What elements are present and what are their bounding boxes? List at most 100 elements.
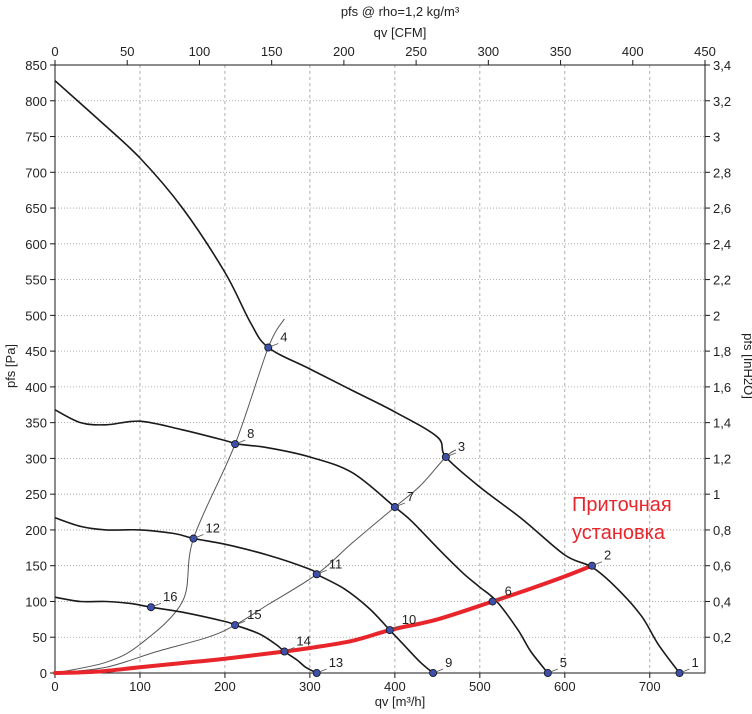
y2-tick-label: 3 <box>713 130 720 145</box>
x2-tick-label: 250 <box>405 44 427 59</box>
y-tick-label: 750 <box>25 130 47 145</box>
x-tick-label: 400 <box>384 679 406 694</box>
operating-point-label: 11 <box>329 556 343 571</box>
y-tick-label: 550 <box>25 273 47 288</box>
y-tick-label: 700 <box>25 165 47 180</box>
marker-leader <box>445 452 456 458</box>
y2-tick-label: 1,4 <box>713 416 731 431</box>
y2-tick-label: 0,2 <box>713 630 731 645</box>
y2-tick-label: 2,4 <box>713 237 731 252</box>
marker-leader <box>193 534 204 539</box>
y2-tick-label: 1,8 <box>713 344 731 359</box>
installation-annotation-line-2: установка <box>572 522 666 544</box>
marker-leader <box>284 647 295 652</box>
operating-point-label: 16 <box>163 589 177 604</box>
x-tick-label: 600 <box>554 679 576 694</box>
operating-point-label: 10 <box>402 612 416 627</box>
operating-point-label: 14 <box>296 634 310 649</box>
y2-tick-label: 2,2 <box>713 273 731 288</box>
marker-leader <box>492 597 503 602</box>
marker-leader <box>234 620 246 626</box>
system-curve <box>54 318 285 674</box>
y-tick-label: 450 <box>25 344 47 359</box>
y2-tick-label: 2,8 <box>713 165 731 180</box>
fan-curve <box>54 517 434 674</box>
y-tick-label: 250 <box>25 487 47 502</box>
marker-leader <box>316 569 327 575</box>
marker-leader <box>316 668 327 674</box>
operating-point-label: 4 <box>280 330 287 345</box>
operating-point-marker <box>189 534 198 543</box>
operating-point-marker <box>385 626 394 635</box>
fan-curve <box>54 80 681 674</box>
marker-leader <box>679 668 690 674</box>
y2-tick-label: 0,8 <box>713 523 731 538</box>
y2-tick-label: 2,6 <box>713 201 731 216</box>
y-tick-label: 800 <box>25 94 47 109</box>
curves <box>53 80 681 675</box>
x2-tick-label: 100 <box>189 44 211 59</box>
x2-tick-label: 150 <box>261 44 283 59</box>
x-tick-label: 100 <box>129 679 151 694</box>
y2-tick-label: 1,2 <box>713 451 731 466</box>
operating-point-label: 13 <box>329 655 343 670</box>
marker-leader <box>268 343 279 348</box>
y-tick-label: 600 <box>25 237 47 252</box>
x-tick-label: 200 <box>214 679 236 694</box>
system-curve <box>54 449 457 674</box>
x2-tick-label: 50 <box>120 44 134 59</box>
installation-annotation-line-1: Приточная <box>572 494 672 516</box>
x2-tick-label: 300 <box>477 44 499 59</box>
operating-point-label: 5 <box>560 655 567 670</box>
y-tick-label: 850 <box>25 58 47 73</box>
operating-point-marker <box>280 647 289 656</box>
operating-point-marker <box>231 440 240 449</box>
x2-axis-label: qv [CFM] <box>374 25 427 40</box>
axis-ticks: 0 100 200 300 400 500 600 700050100150200250300… <box>25 44 731 694</box>
y2-tick-label: 0,6 <box>713 559 731 574</box>
x-tick-label: 0 <box>51 679 58 694</box>
y-tick-label: 150 <box>25 559 47 574</box>
x2-tick-label: 200 <box>333 44 355 59</box>
marker-leader <box>234 439 246 445</box>
chart-title: pfs @ rho=1,2 kg/m³ <box>341 4 460 19</box>
y-tick-label: 500 <box>25 308 47 323</box>
marker-leader <box>389 625 400 631</box>
y2-tick-label: 2 <box>713 308 720 323</box>
y-tick-label: 0 <box>40 666 47 681</box>
x-tick-label: 300 <box>299 679 321 694</box>
y2-tick-label: 0,4 <box>713 594 731 609</box>
operating-point-marker <box>147 603 156 612</box>
marker-leader <box>547 668 558 674</box>
operating-point-label: 3 <box>458 439 465 454</box>
operating-point-label: 9 <box>445 655 452 670</box>
y-tick-label: 200 <box>25 523 47 538</box>
operating-point-label: 15 <box>247 607 261 622</box>
y-axis-label: pfs [Pa] <box>3 344 18 388</box>
operating-point-label: 7 <box>407 489 414 504</box>
operating-point-label: 1 <box>692 655 699 670</box>
x-tick-label: 700 <box>639 679 661 694</box>
marker-leader <box>394 502 406 508</box>
x-axis-label: qv [m³/h] <box>375 694 426 709</box>
marker-leader <box>591 561 603 567</box>
y-tick-label: 650 <box>25 201 47 216</box>
x2-tick-label: 450 <box>694 44 716 59</box>
operating-point-label: 2 <box>604 548 611 563</box>
y2-tick-label: 3,4 <box>713 58 731 73</box>
y-tick-label: 100 <box>25 594 47 609</box>
marker-leader <box>150 602 162 608</box>
y2-tick-label: 3,2 <box>713 94 731 109</box>
y-tick-label: 300 <box>25 451 47 466</box>
y2-tick-label: 1,6 <box>713 380 731 395</box>
y-tick-label: 350 <box>25 416 47 431</box>
plot-frame <box>54 64 706 674</box>
operating-point-marker <box>231 621 240 630</box>
y-tick-label: 400 <box>25 380 47 395</box>
x2-tick-label: 400 <box>622 44 644 59</box>
x2-tick-label: 0 <box>51 44 58 59</box>
x-tick-label: 500 <box>469 679 491 694</box>
